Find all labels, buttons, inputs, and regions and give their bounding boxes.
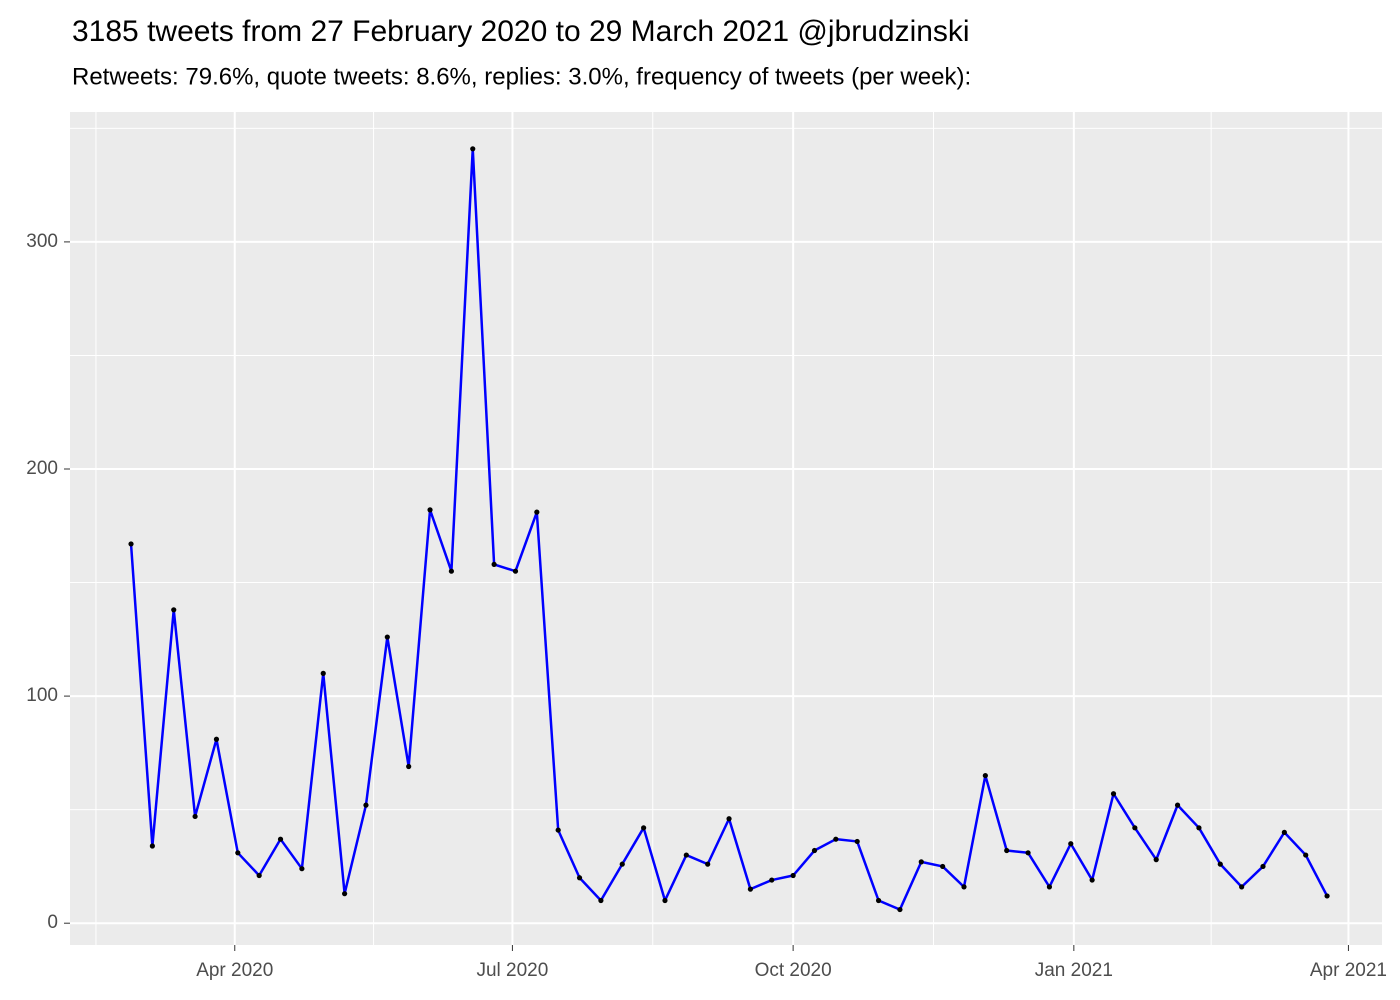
- point: [683, 852, 689, 858]
- point: [1110, 791, 1117, 797]
- point: [213, 736, 220, 742]
- point: [1217, 861, 1223, 867]
- point: [769, 877, 775, 883]
- point: [940, 863, 946, 870]
- x-tick-label: Jan 2021: [1035, 960, 1113, 981]
- point: [747, 886, 754, 892]
- point: [1153, 857, 1159, 863]
- y-tick-label: 200: [26, 458, 58, 479]
- point: [705, 861, 711, 867]
- point: [1025, 850, 1031, 856]
- point: [598, 897, 604, 904]
- point: [1303, 852, 1309, 858]
- point: [1281, 829, 1287, 835]
- point: [149, 843, 155, 849]
- point: [854, 838, 860, 845]
- point: [320, 670, 326, 676]
- point: [1196, 825, 1202, 831]
- point: [384, 634, 390, 640]
- x-tick-label: Oct 2020: [755, 960, 832, 981]
- point: [982, 772, 988, 779]
- chart-title: 3185 tweets from 27 February 2020 to 29 …: [72, 15, 970, 48]
- point: [790, 872, 796, 879]
- point: [1132, 825, 1138, 831]
- point: [470, 146, 476, 152]
- marks: [128, 146, 1330, 913]
- point: [576, 875, 583, 881]
- point: [555, 827, 561, 833]
- point: [277, 836, 284, 842]
- point: [961, 884, 967, 890]
- point: [662, 897, 668, 904]
- point: [491, 561, 497, 567]
- point: [1089, 877, 1095, 883]
- point: [1174, 802, 1181, 808]
- point: [1068, 841, 1074, 847]
- chart-subtitle: Retweets: 79.6%, quote tweets: 8.6%, rep…: [72, 63, 971, 90]
- point: [1046, 884, 1053, 890]
- point: [1239, 884, 1245, 890]
- x-tick-label: Apr 2020: [196, 960, 273, 981]
- x-tick-label: Jul 2020: [476, 960, 548, 981]
- point: [363, 802, 369, 808]
- point: [256, 872, 262, 879]
- x-tick-label: Apr 2021: [1310, 960, 1387, 981]
- point: [875, 897, 882, 904]
- point: [619, 861, 625, 867]
- point: [1004, 847, 1010, 854]
- y-tick-label: 100: [26, 685, 58, 706]
- point: [897, 906, 903, 913]
- grid: [70, 112, 1382, 945]
- point: [833, 836, 839, 842]
- point: [448, 568, 454, 574]
- point: [726, 816, 732, 822]
- point: [918, 859, 924, 865]
- point: [641, 825, 647, 831]
- point: [342, 891, 348, 897]
- point: [406, 763, 412, 770]
- point: [811, 847, 818, 854]
- point: [171, 607, 177, 613]
- point: [512, 568, 519, 574]
- panel: [70, 112, 1382, 945]
- y-tick-label: 300: [26, 231, 58, 252]
- point: [128, 541, 134, 547]
- point: [1260, 863, 1266, 870]
- y-tick-label: 0: [47, 912, 58, 933]
- point: [1324, 893, 1330, 899]
- point: [192, 813, 198, 820]
- point: [534, 509, 540, 515]
- point: [427, 507, 433, 513]
- point: [235, 850, 241, 856]
- point: [299, 866, 305, 872]
